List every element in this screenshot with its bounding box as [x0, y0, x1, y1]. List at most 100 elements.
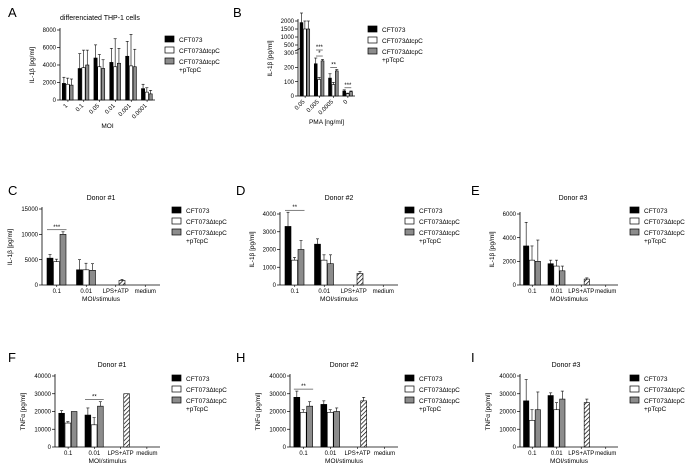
- x-axis-label: MOI/stimulus: [325, 458, 364, 465]
- y-tick-label: 20000: [269, 410, 286, 416]
- bar-3: [583, 402, 590, 448]
- legend-label-1: CFT073: [382, 27, 406, 34]
- y-tick-label: 0: [291, 94, 295, 100]
- panel-f: F Donor #1 0 10000 20000 30000 40000 TNFα [pg/m…: [8, 350, 227, 465]
- legend-swatch-3: [404, 396, 415, 404]
- y-tick-label: 2000: [503, 260, 517, 266]
- legend-label-3: +pTcpC: [186, 238, 209, 245]
- significance-label: **: [292, 205, 297, 211]
- y-tick-label: 10000: [34, 427, 51, 433]
- x-tick-label: 0.01: [551, 451, 563, 457]
- panel-d: D Donor #2 0 1000 2000 3000 4000 IL-1β [pg/ml] 0…: [236, 183, 460, 303]
- panel-title: Donor #3: [552, 362, 581, 369]
- bar-1: [320, 404, 328, 448]
- bar-3: [360, 400, 367, 448]
- y-axis-label: IL-1β [pg/ml]: [7, 229, 14, 265]
- legend-label-2: CFT073∆tcpC: [644, 387, 685, 394]
- legend-label-3: +pTcpC: [186, 406, 209, 413]
- legend-label-3: +pTcpC: [419, 238, 442, 245]
- panel-letter: E: [471, 183, 480, 198]
- y-tick-label: 20000: [34, 410, 51, 416]
- bar-3: [306, 405, 313, 448]
- bar-1: [61, 83, 66, 101]
- x-tick-label: 0: [343, 99, 350, 106]
- y-tick-label: 30000: [34, 392, 51, 398]
- x-tick-label: medium: [595, 451, 616, 457]
- bar-3: [89, 270, 96, 286]
- panel-title: differenciated THP-1 cells: [60, 15, 140, 22]
- x-axis-label: MOI/stimulus: [320, 296, 359, 303]
- legend-label-1: CFT073: [186, 376, 210, 383]
- panel-b: B 0 100 200 300 500 1000 1500 2000 IL-1β [pg/ml] 0…: [233, 5, 423, 126]
- legend-label-3: +pTcpC: [419, 406, 442, 413]
- y-tick-label: 0: [513, 283, 517, 289]
- legend-swatch-2: [171, 217, 182, 225]
- bar-2: [303, 28, 307, 97]
- legend-label-1: CFT073: [644, 376, 668, 383]
- legend-label-1: CFT073: [419, 376, 443, 383]
- legend-swatch-3: [171, 228, 182, 236]
- legend-label-1: CFT073: [419, 208, 443, 215]
- bar-2: [529, 259, 535, 286]
- legend-label-1: CFT073: [179, 37, 203, 44]
- legend-label-3: +pTcpC: [179, 67, 202, 74]
- bar-2: [553, 265, 560, 286]
- bar-2: [97, 66, 102, 101]
- panel-letter: C: [8, 183, 17, 198]
- bar-1: [313, 63, 318, 97]
- bar-3: [559, 270, 566, 286]
- y-tick-label: 0: [513, 445, 517, 451]
- bar-1: [314, 243, 321, 286]
- bar-2: [291, 259, 298, 286]
- legend-label-2: CFT073∆tcpC: [644, 219, 685, 226]
- bar-1: [84, 414, 92, 448]
- bar-3: [333, 411, 340, 448]
- significance-label: ***: [344, 83, 352, 89]
- legend-label-3: CFT073∆tcpC: [382, 49, 423, 56]
- x-tick-label: 0.01: [80, 289, 92, 295]
- y-tick-label: 0: [283, 445, 287, 451]
- legend-label-2: CFT073∆tcpC: [382, 38, 423, 45]
- x-tick-label: 0.1: [75, 103, 86, 114]
- y-axis-label: TNFα [pg/ml]: [255, 392, 262, 430]
- bar-1: [77, 68, 82, 101]
- y-tick-label: 0: [273, 283, 277, 289]
- x-tick-label: 0.01: [551, 289, 563, 295]
- x-tick-label: 0.05: [88, 103, 101, 116]
- significance-label: *: [318, 51, 321, 57]
- panel-title: Donor #1: [98, 362, 127, 369]
- legend-label-1: CFT073: [644, 208, 668, 215]
- bar-3: [101, 68, 106, 101]
- bar-1: [547, 395, 554, 448]
- x-tick-label: medium: [136, 451, 157, 457]
- significance-label: **: [331, 62, 336, 68]
- y-tick-label: 0: [35, 283, 39, 289]
- bar-2: [299, 412, 307, 448]
- x-tick-label: 0.01: [318, 289, 330, 295]
- bar-1: [58, 412, 65, 448]
- y-axis-label: TNFα [pg/ml]: [485, 392, 492, 430]
- bar-1: [342, 90, 346, 97]
- y-tick-label: 10000: [499, 427, 516, 433]
- bar-2: [65, 83, 70, 101]
- bar-2: [81, 67, 86, 101]
- x-axis-label: MOI/stimulus: [550, 458, 589, 465]
- panel-title: Donor #1: [87, 195, 116, 202]
- legend-label-3: CFT073∆tcpC: [644, 230, 685, 237]
- x-tick-label: medium: [595, 289, 616, 295]
- y-tick-label: 4000: [263, 212, 277, 218]
- bar-3: [70, 411, 78, 448]
- legend-label-3: CFT073∆tcpC: [179, 59, 220, 66]
- bar-1: [141, 88, 145, 101]
- panel-letter: F: [8, 350, 16, 365]
- legend-swatch-2: [629, 217, 640, 225]
- x-tick-label: LPS+ATP: [341, 289, 367, 295]
- x-tick-label: 0.1: [53, 289, 62, 295]
- bar-3: [534, 409, 541, 448]
- y-tick-label: 30000: [499, 392, 516, 398]
- bar-2: [553, 409, 560, 448]
- x-axis-label: MOI/stimulus: [82, 296, 121, 303]
- bar-3: [69, 84, 74, 101]
- panel-letter: B: [233, 5, 242, 20]
- bar-1: [547, 263, 554, 286]
